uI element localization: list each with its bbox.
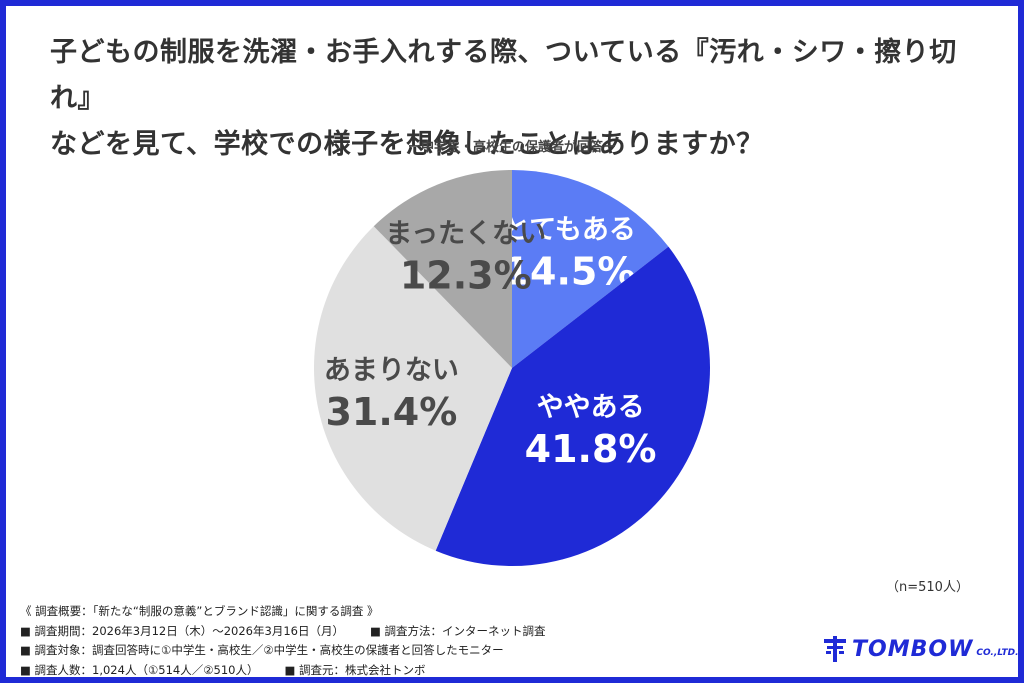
survey-count-row: ■ 調査人数：1,024人（①514人／②510人） ■ 調査元：株式会社トンボ (20, 661, 571, 681)
sample-size-label: （n=510人） (886, 580, 969, 595)
survey-notes: 《 調査概要：「新たな“制服の意義”とブランド認識」に関する調査 》 ■ 調査期… (20, 602, 571, 680)
slice-label-0: とてもある (503, 215, 636, 246)
slice-label-3: まったくない (385, 218, 546, 249)
survey-period-row: ■ 調査期間：2026年3月12日（木）～2026年3月16日（月） ■ 調査方法… (20, 622, 571, 642)
survey-count: ■ 調査人数：1,024人（①514人／②510人） (20, 662, 259, 677)
pie-chart: とてもある 14.5% ややある 41.8% あまりない 31.4% まったくない 12.3% (314, 170, 711, 566)
slice-value-0: 14.5% (504, 250, 636, 294)
pie-slice-2 (314, 226, 512, 551)
tombow-logo-icon (824, 636, 846, 662)
title-line-2: などを見て、学校での様子を想像したことはありますか？ (50, 129, 764, 160)
survey-method: ■ 調査方法：インターネット調査 (369, 623, 546, 638)
slice-value-1: 41.8% (525, 427, 657, 471)
survey-period: ■ 調査期間：2026年3月12日（木）～2026年3月16日（月） (20, 623, 344, 638)
slice-value-2: 31.4% (325, 390, 457, 434)
pie-slice-1 (435, 246, 711, 566)
survey-source: ■ 調査元：株式会社トンボ (284, 662, 426, 677)
title-line-1: 子どもの制服を洗濯・お手入れする際、ついている『汚れ・シワ・擦り切れ』 (50, 37, 957, 114)
tombow-logo: TOMBOW CO.,LTD. (824, 636, 1019, 662)
logo-suffix: CO.,LTD. (976, 648, 1019, 658)
pie-slice-0 (512, 170, 669, 368)
slice-value-3: 12.3% (400, 253, 532, 297)
slice-label-2: あまりない (324, 355, 459, 386)
logo-wordmark: TOMBOW (852, 636, 974, 662)
survey-target: ■ 調査対象：調査回答時に①中学生・高校生／②中学生・高校生の保護者と回答したモ… (20, 643, 504, 657)
slice-label-1: ややある (537, 392, 645, 423)
pie-slice-3 (373, 170, 512, 368)
chart-frame: 子どもの制服を洗濯・お手入れする際、ついている『汚れ・シワ・擦り切れ』 などを見… (6, 6, 1019, 680)
survey-overview: 《 調査概要：「新たな“制服の意義”とブランド認識」に関する調査 》 (20, 604, 379, 618)
chart-title: 子どもの制服を洗濯・お手入れする際、ついている『汚れ・シワ・擦り切れ』 などを見… (50, 30, 990, 168)
chart-subtitle: ー中学生・高校生の保護者が回答ー (407, 140, 616, 155)
